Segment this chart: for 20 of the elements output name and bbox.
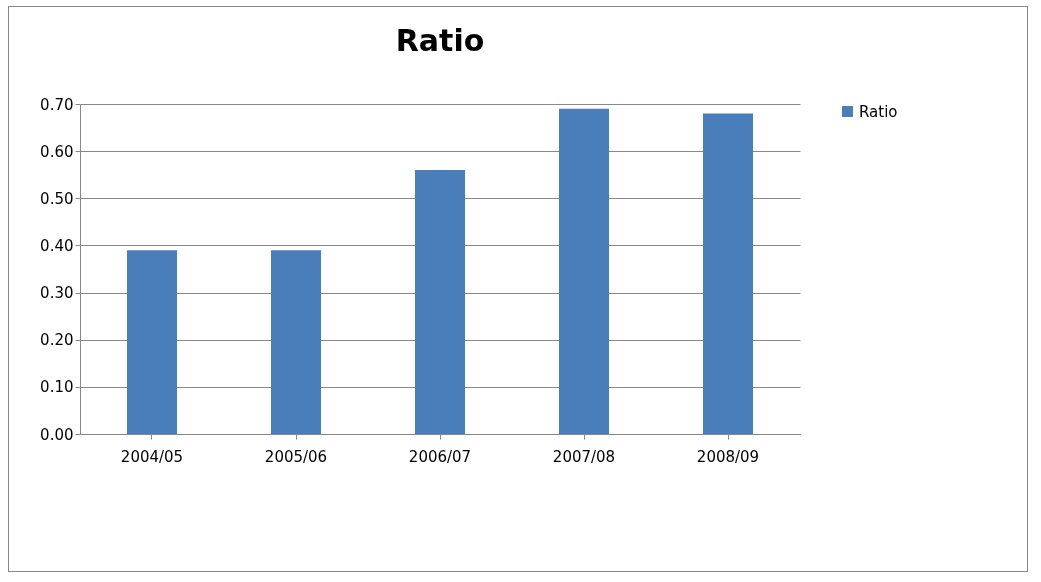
y-tick-label: 0.10 [40, 378, 74, 397]
bar [415, 170, 465, 434]
chart-title: Ratio [395, 23, 485, 58]
x-tick-label: 2006/07 [408, 447, 472, 466]
bar [127, 250, 177, 434]
y-tick-label: 0.20 [40, 331, 74, 350]
x-tick-label: 2008/09 [696, 447, 760, 466]
bar [271, 250, 321, 434]
y-tick-label: 0.50 [40, 189, 74, 208]
x-tick-label: 2005/06 [264, 447, 328, 466]
bar [559, 108, 609, 434]
y-tick-label: 0.40 [40, 236, 74, 255]
bar [703, 113, 753, 434]
y-tick-label: 0.70 [40, 95, 74, 114]
y-tick-label: 0.60 [40, 142, 74, 161]
y-tick-label: 0.30 [40, 284, 74, 303]
x-tick-label: 2004/05 [120, 447, 184, 466]
y-tick-label: 0.00 [40, 425, 74, 444]
legend-label: Ratio [859, 102, 898, 121]
x-tick-label: 2007/08 [552, 447, 616, 466]
